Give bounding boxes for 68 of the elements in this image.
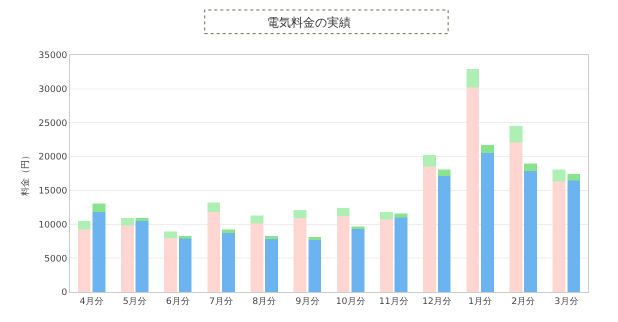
y-tick-label: 10000 (38, 220, 68, 230)
x-tick-label: 8月分 (252, 296, 276, 307)
bar (207, 202, 220, 212)
bar (178, 238, 192, 292)
x-tick-label: 2月分 (511, 296, 536, 307)
x-tick-label: 4月分 (80, 296, 104, 307)
bar (423, 166, 436, 292)
bar (294, 210, 307, 218)
chart-title: 電気料金の実績 (267, 16, 351, 30)
y-tick-label: 20000 (38, 152, 68, 163)
bar (308, 237, 322, 240)
bar (466, 88, 480, 292)
bar (466, 69, 480, 88)
bar (423, 155, 436, 167)
bar (222, 233, 235, 292)
bar (552, 169, 566, 182)
bar (552, 182, 566, 292)
y-tick-label: 0 (61, 288, 68, 298)
bar (250, 215, 264, 224)
y-tick-label: 15000 (38, 186, 68, 197)
bar (524, 163, 538, 171)
y-tick-label: 5000 (44, 254, 68, 264)
bar (120, 226, 134, 292)
bar (78, 220, 91, 230)
bar (351, 226, 364, 230)
bar (509, 126, 522, 142)
y-tick-label: 25000 (38, 118, 68, 129)
x-tick-label: 1月分 (468, 296, 492, 307)
bar (524, 170, 538, 292)
bar (567, 174, 580, 180)
bar (164, 232, 178, 238)
bar (438, 169, 451, 176)
y-tick-label: 30000 (38, 85, 68, 96)
bar (509, 142, 522, 292)
bar (308, 240, 322, 292)
x-tick-label: 9月分 (296, 296, 320, 307)
bar (120, 218, 134, 226)
bar (480, 153, 494, 292)
bar (480, 145, 494, 154)
bar (351, 229, 364, 292)
x-tick-label: 7月分 (209, 296, 233, 307)
bar (136, 218, 149, 221)
x-tick-label: 10月分 (336, 296, 366, 307)
x-tick-label: 11月分 (379, 296, 408, 307)
x-tick-label: 3月分 (554, 296, 578, 307)
x-tick-label: 6月分 (166, 296, 190, 307)
bar (164, 238, 178, 292)
bar (136, 220, 149, 292)
bar (394, 213, 408, 218)
bar (394, 218, 408, 292)
bar (250, 224, 264, 292)
bar (567, 180, 580, 292)
y-tick-label: 35000 (38, 51, 68, 62)
bar (294, 218, 307, 292)
bar (336, 216, 350, 292)
bar (265, 239, 278, 292)
bar (380, 212, 393, 220)
bar (92, 212, 106, 292)
bar (78, 230, 91, 292)
y-axis-title: 料金（円） (20, 151, 31, 196)
bar (438, 176, 451, 292)
bar (380, 220, 393, 292)
bar (92, 203, 106, 212)
bar (336, 208, 350, 216)
x-tick-label: 12月分 (422, 296, 452, 307)
bar (222, 230, 235, 234)
x-tick-label: 5月分 (122, 296, 147, 307)
bar (207, 212, 220, 292)
